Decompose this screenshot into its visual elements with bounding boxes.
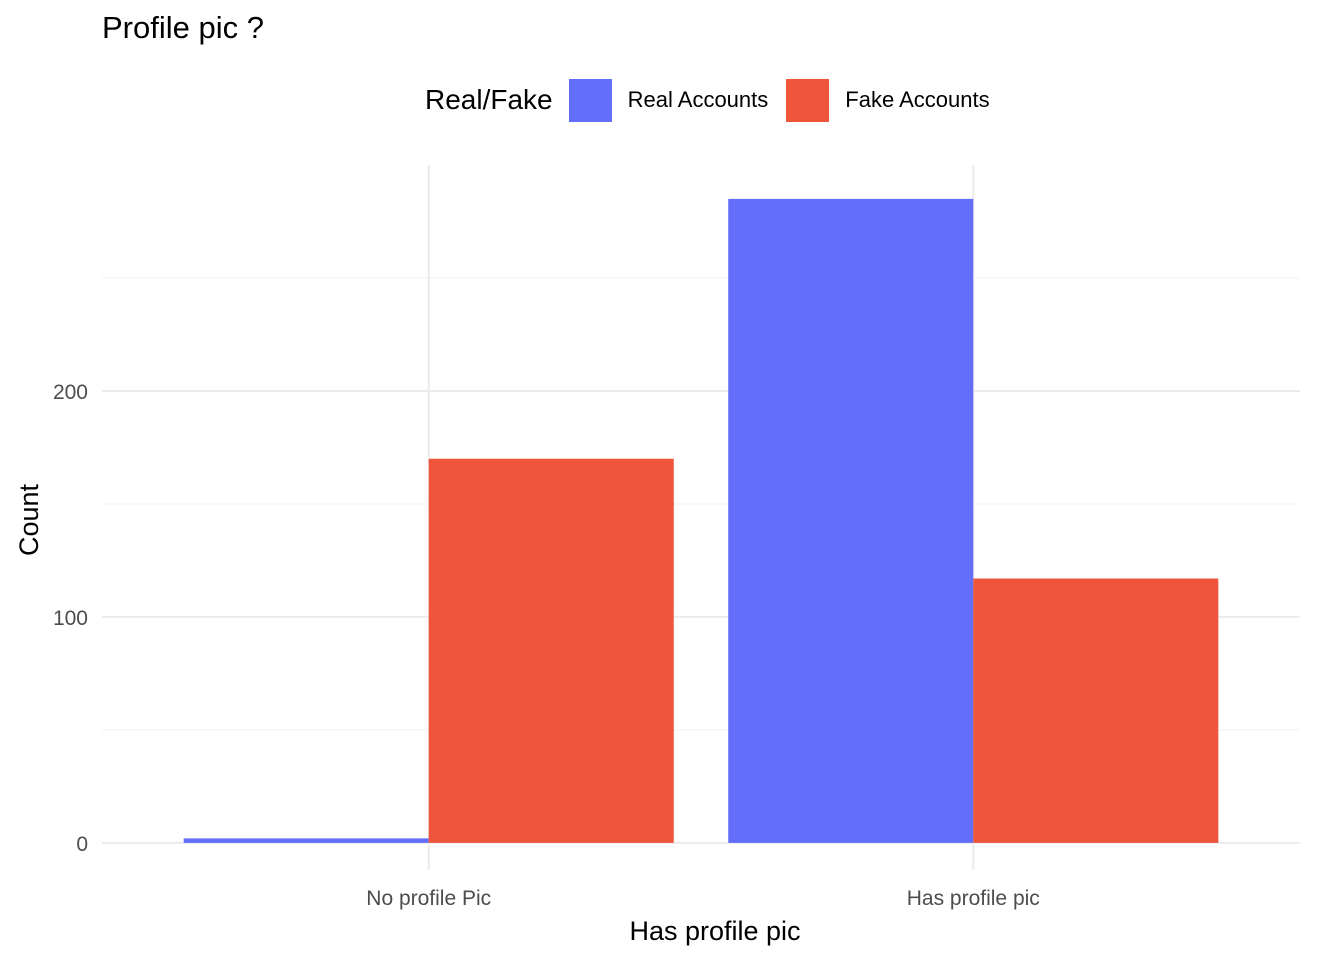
legend-swatch-fake — [786, 78, 830, 122]
legend-item-fake: Fake Accounts — [786, 78, 990, 122]
x-tick-labels: No profile Pic Has profile pic — [366, 887, 1040, 910]
legend-label-fake: Fake Accounts — [845, 87, 990, 112]
y-tick-label-200: 200 — [53, 381, 88, 404]
bar-fake-accounts-has-profile-pic — [973, 578, 1219, 843]
legend-label-real: Real Accounts — [627, 87, 769, 112]
bar-real-accounts-has-profile-pic — [728, 198, 974, 843]
y-tick-label-0: 0 — [76, 833, 88, 856]
legend: Real/Fake Real Accounts Fake Accounts — [425, 78, 1008, 122]
y-axis-label: Count — [14, 483, 44, 556]
x-tick-label-has-profile-pic: Has profile pic — [907, 887, 1040, 910]
y-tick-labels: 0 100 200 — [53, 381, 88, 856]
x-tick-label-no-profile-pic: No profile Pic — [366, 887, 491, 910]
bars — [183, 198, 1219, 843]
legend-swatch-real — [568, 78, 612, 122]
x-axis-label: Has profile pic — [629, 916, 800, 946]
y-tick-label-100: 100 — [53, 607, 88, 630]
bar-fake-accounts-no-profile-pic — [428, 458, 674, 843]
bar-real-accounts-no-profile-pic — [183, 838, 429, 843]
legend-item-real: Real Accounts — [568, 78, 769, 122]
chart-title: Profile pic ? — [102, 10, 264, 45]
legend-title: Real/Fake — [425, 84, 553, 115]
